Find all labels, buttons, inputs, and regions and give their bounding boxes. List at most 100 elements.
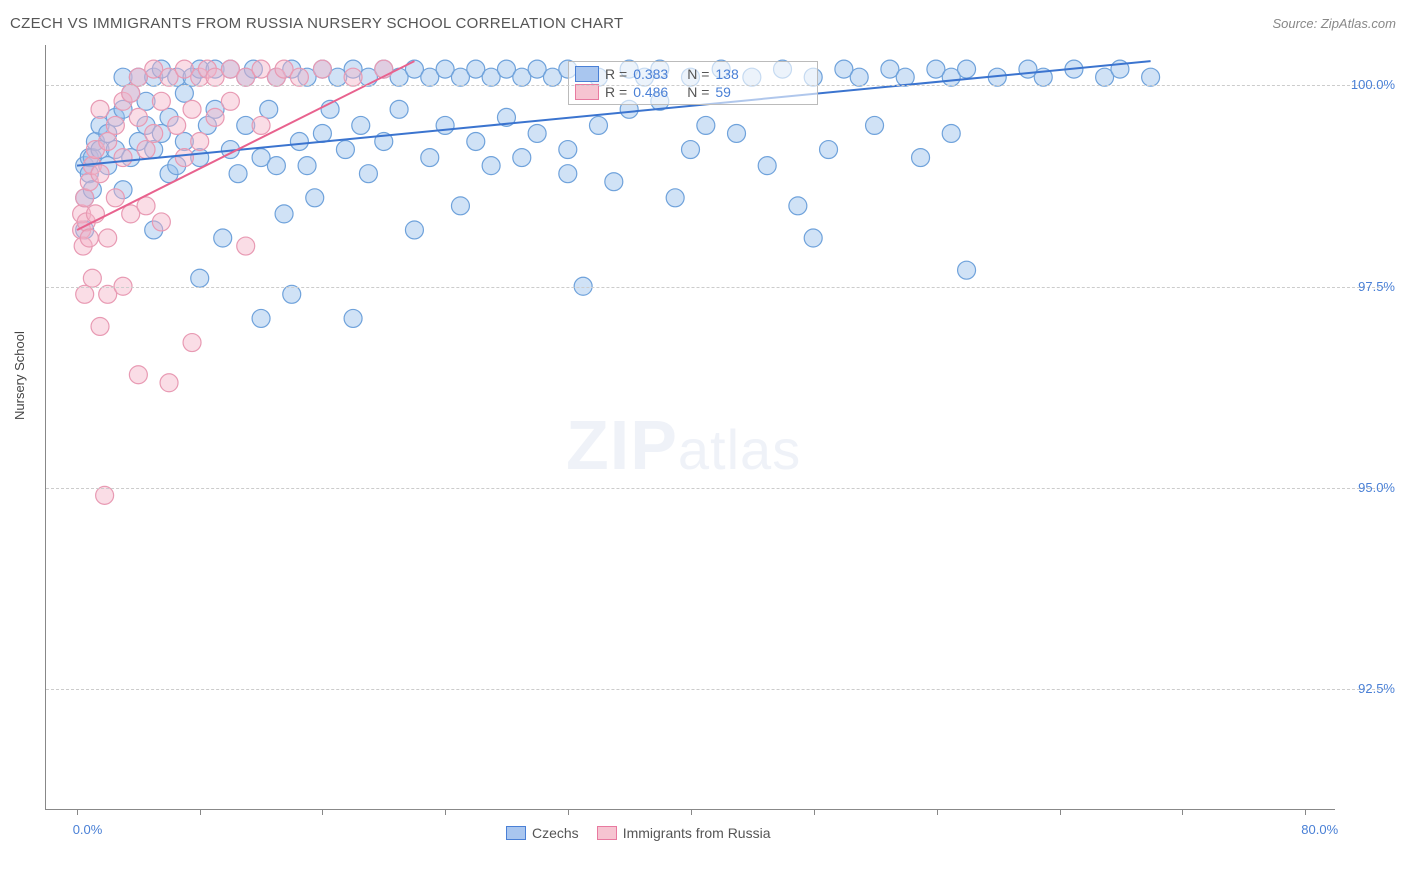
stats-n-value: 138	[715, 66, 738, 82]
data-point-czechs	[229, 165, 247, 183]
data-point-czechs	[958, 60, 976, 78]
source-prefix: Source:	[1272, 16, 1320, 31]
y-tick-label: 92.5%	[1340, 681, 1395, 696]
data-point-czechs	[290, 133, 308, 151]
x-tick	[1305, 809, 1306, 815]
data-point-czechs	[758, 157, 776, 175]
data-point-czechs	[359, 165, 377, 183]
data-point-czechs	[482, 157, 500, 175]
stats-n-label: N =	[687, 84, 709, 100]
data-point-immigrants-russia	[76, 285, 94, 303]
data-point-immigrants-russia	[152, 213, 170, 231]
x-tick	[200, 809, 201, 815]
data-point-czechs	[528, 124, 546, 142]
x-tick	[445, 809, 446, 815]
data-point-czechs	[175, 84, 193, 102]
legend-label: Czechs	[532, 825, 579, 841]
data-point-czechs	[298, 157, 316, 175]
data-point-czechs	[589, 116, 607, 134]
data-point-czechs	[267, 157, 285, 175]
data-point-czechs	[252, 309, 270, 327]
data-point-czechs	[390, 100, 408, 118]
data-point-immigrants-russia	[152, 92, 170, 110]
x-tick	[1060, 809, 1061, 815]
data-point-czechs	[275, 205, 293, 223]
chart-title: CZECH VS IMMIGRANTS FROM RUSSIA NURSERY …	[10, 15, 623, 32]
data-point-immigrants-russia	[313, 60, 331, 78]
stats-r-label: R =	[605, 66, 627, 82]
header-bar: CZECH VS IMMIGRANTS FROM RUSSIA NURSERY …	[10, 8, 1396, 38]
data-point-czechs	[850, 68, 868, 86]
stats-n-label: N =	[687, 66, 709, 82]
data-point-immigrants-russia	[91, 165, 109, 183]
stats-r-label: R =	[605, 84, 627, 100]
data-point-immigrants-russia	[99, 229, 117, 247]
data-point-immigrants-russia	[76, 189, 94, 207]
data-point-immigrants-russia	[114, 149, 132, 167]
x-tick	[322, 809, 323, 815]
y-axis-label: Nursery School	[12, 331, 27, 420]
x-tick	[568, 809, 569, 815]
data-point-czechs	[682, 141, 700, 159]
legend-label: Immigrants from Russia	[623, 825, 771, 841]
data-point-immigrants-russia	[137, 141, 155, 159]
data-point-immigrants-russia	[206, 108, 224, 126]
data-point-immigrants-russia	[99, 133, 117, 151]
data-point-immigrants-russia	[80, 229, 98, 247]
data-point-czechs	[728, 124, 746, 142]
data-point-czechs	[513, 149, 531, 167]
data-point-czechs	[352, 116, 370, 134]
x-tick	[691, 809, 692, 815]
data-point-immigrants-russia	[221, 92, 239, 110]
gridline-h	[46, 689, 1385, 690]
data-point-immigrants-russia	[106, 116, 124, 134]
stats-swatch	[575, 66, 599, 82]
chart-plot-area: ZIPatlas R =0.383N =138R =0.486N = 59 Cz…	[45, 45, 1335, 810]
data-point-immigrants-russia	[183, 334, 201, 352]
data-point-immigrants-russia	[91, 100, 109, 118]
stats-n-value: 59	[715, 84, 731, 100]
data-point-czechs	[804, 229, 822, 247]
y-tick-label: 95.0%	[1340, 480, 1395, 495]
data-point-immigrants-russia	[129, 108, 147, 126]
data-point-immigrants-russia	[183, 100, 201, 118]
data-point-immigrants-russia	[344, 68, 362, 86]
data-point-immigrants-russia	[168, 116, 186, 134]
data-point-czechs	[666, 189, 684, 207]
x-tick	[1182, 809, 1183, 815]
stats-swatch	[575, 84, 599, 100]
data-point-immigrants-russia	[252, 116, 270, 134]
stats-r-value: 0.486	[633, 84, 681, 100]
y-tick-label: 97.5%	[1340, 279, 1395, 294]
data-point-czechs	[559, 141, 577, 159]
data-point-immigrants-russia	[160, 374, 178, 392]
data-point-czechs	[605, 173, 623, 191]
gridline-h	[46, 85, 1385, 86]
data-point-czechs	[559, 165, 577, 183]
data-point-immigrants-russia	[129, 366, 147, 384]
gridline-h	[46, 287, 1385, 288]
data-point-immigrants-russia	[191, 133, 209, 151]
legend-swatch	[506, 826, 526, 840]
data-point-immigrants-russia	[175, 149, 193, 167]
legend-item: Immigrants from Russia	[597, 825, 771, 841]
legend-item: Czechs	[506, 825, 579, 841]
data-point-immigrants-russia	[83, 269, 101, 287]
stats-r-value: 0.383	[633, 66, 681, 82]
data-point-immigrants-russia	[122, 84, 140, 102]
data-point-czechs	[306, 189, 324, 207]
data-point-czechs	[405, 221, 423, 239]
data-point-czechs	[958, 261, 976, 279]
x-tick	[937, 809, 938, 815]
data-point-czechs	[912, 149, 930, 167]
data-point-czechs	[421, 149, 439, 167]
data-point-czechs	[467, 133, 485, 151]
data-point-czechs	[336, 141, 354, 159]
data-point-czechs	[214, 229, 232, 247]
x-tick	[814, 809, 815, 815]
data-point-czechs	[260, 100, 278, 118]
data-point-czechs	[313, 124, 331, 142]
legend-swatch	[597, 826, 617, 840]
data-point-czechs	[789, 197, 807, 215]
data-point-immigrants-russia	[237, 237, 255, 255]
